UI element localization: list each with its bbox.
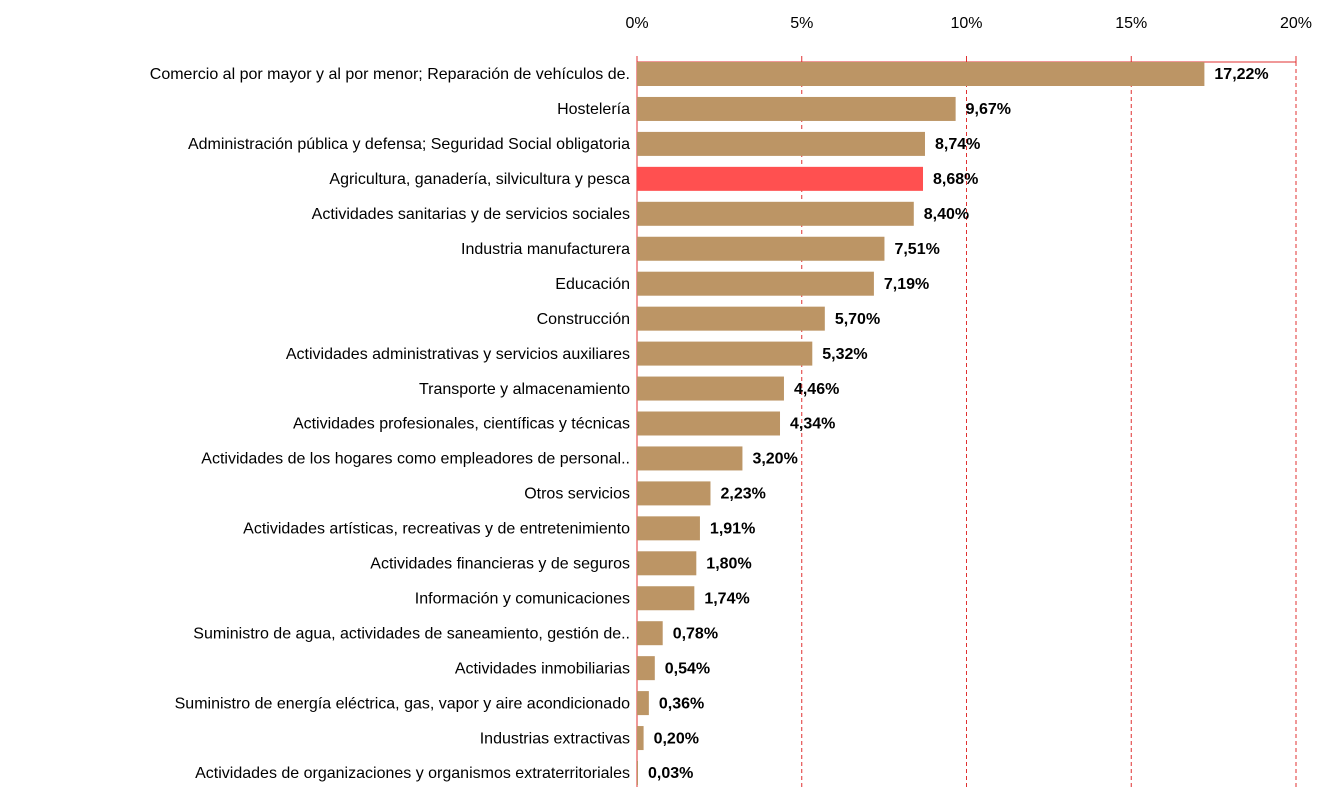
x-tick-label: 0% [625,15,648,32]
value-label: 4,34% [790,416,835,433]
bar [637,586,695,611]
bar [637,166,924,191]
y-tick-label: Actividades sanitarias y de servicios so… [312,206,630,223]
value-label: 7,51% [894,241,939,258]
bar [637,551,697,576]
bar [637,96,956,121]
y-tick-label: Actividades inmobiliarias [455,660,630,677]
value-label: 8,68% [933,171,978,188]
bar [637,726,644,751]
bar [637,691,649,716]
bar [637,131,925,156]
y-tick-label: Actividades de organizaciones y organism… [195,765,630,782]
bar [637,481,711,506]
y-tick-label: Industria manufacturera [461,241,630,258]
value-label: 8,40% [924,206,969,223]
value-label: 5,32% [822,346,867,363]
x-tick-label: 20% [1280,15,1312,32]
y-tick-label: Suministro de energía eléctrica, gas, va… [175,695,630,712]
y-tick-label: Construcción [537,311,630,328]
y-tick-label: Actividades administrativas y servicios … [286,346,630,363]
bar [637,306,825,331]
bar [637,761,638,785]
bar [637,341,813,366]
y-tick-label: Otros servicios [524,486,630,503]
y-tick-label: Industrias extractivas [480,730,630,747]
y-tick-label: Educación [555,276,630,293]
y-tick-label: Actividades financieras y de seguros [370,556,630,573]
bar [637,656,655,681]
y-tick-label: Actividades profesionales, científicas y… [293,416,630,433]
y-tick-label: Agricultura, ganadería, silvicultura y p… [329,171,630,188]
bar [637,516,700,541]
value-label: 9,67% [966,101,1011,118]
value-label: 8,74% [935,136,980,153]
value-label: 0,78% [673,625,718,642]
bar [637,621,663,646]
bar [637,201,914,226]
y-tick-label: Transporte y almacenamiento [419,381,630,398]
value-label: 1,80% [706,556,751,573]
y-tick-label: Hostelería [557,101,630,118]
value-label: 0,36% [659,695,704,712]
value-label: 17,22% [1214,66,1268,83]
bar [637,446,743,471]
y-tick-label: Actividades de los hogares como empleado… [201,451,630,468]
y-tick-label: Suministro de agua, actividades de sanea… [193,625,630,642]
value-label: 0,54% [665,660,710,677]
bar [637,271,874,296]
x-tick-label: 15% [1115,15,1147,32]
x-tick-label: 10% [950,15,982,32]
value-label: 5,70% [835,311,880,328]
value-label: 0,20% [654,730,699,747]
value-label: 2,23% [720,486,765,503]
x-tick-label: 5% [790,15,813,32]
value-label: 7,19% [884,276,929,293]
bar [637,62,1205,86]
value-label: 1,74% [704,590,749,607]
bar [637,411,781,436]
value-label: 4,46% [794,381,839,398]
bar [637,376,784,401]
y-tick-label: Comercio al por mayor y al por menor; Re… [150,66,630,83]
bar [637,236,885,261]
y-tick-label: Información y comunicaciones [415,590,630,607]
y-tick-label: Administración pública y defensa; Seguri… [188,136,630,153]
y-tick-label: Actividades artísticas, recreativas y de… [243,521,630,538]
value-label: 0,03% [648,765,693,782]
value-label: 3,20% [752,451,797,468]
value-label: 1,91% [710,521,755,538]
